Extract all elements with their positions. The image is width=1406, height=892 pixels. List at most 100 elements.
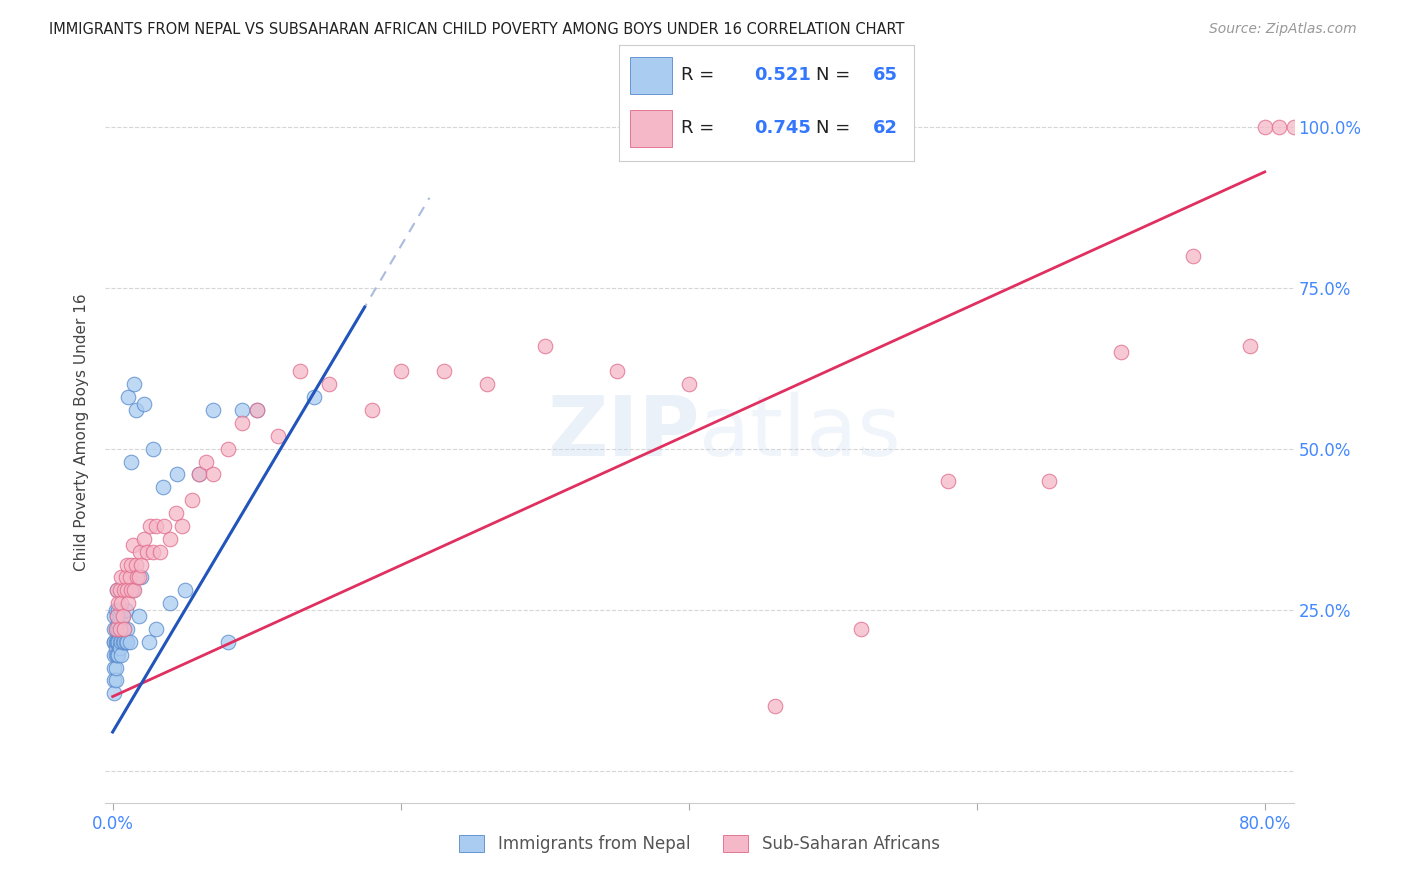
Point	[149, 545, 172, 559]
Point	[107, 602, 129, 616]
Point	[134, 532, 156, 546]
Point	[145, 622, 167, 636]
Point	[108, 641, 131, 656]
Point	[110, 635, 132, 649]
Point	[107, 635, 129, 649]
Point	[606, 364, 628, 378]
Point	[180, 493, 202, 508]
Point	[188, 467, 211, 482]
Point	[122, 583, 145, 598]
Point	[246, 403, 269, 417]
Point	[111, 635, 134, 649]
Point	[120, 558, 142, 572]
Point	[114, 602, 136, 616]
Point	[360, 403, 382, 417]
Point	[318, 377, 340, 392]
Point	[1282, 120, 1305, 134]
Point	[121, 538, 143, 552]
Point	[112, 583, 135, 598]
Point	[103, 609, 125, 624]
Point	[1268, 120, 1291, 134]
Point	[389, 364, 412, 378]
Point	[108, 622, 131, 636]
Point	[104, 622, 127, 636]
Point	[131, 558, 153, 572]
Point	[105, 635, 128, 649]
Text: Source: ZipAtlas.com: Source: ZipAtlas.com	[1209, 22, 1357, 37]
Point	[107, 596, 129, 610]
Point	[104, 622, 127, 636]
Point	[104, 648, 127, 662]
Point	[107, 622, 129, 636]
Point	[936, 474, 959, 488]
Text: R =: R =	[681, 66, 714, 84]
Point	[110, 596, 132, 610]
Point	[231, 416, 253, 430]
FancyBboxPatch shape	[630, 110, 672, 146]
Point	[115, 635, 138, 649]
Point	[202, 403, 225, 417]
Point	[117, 596, 139, 610]
Point	[138, 635, 160, 649]
FancyBboxPatch shape	[630, 57, 672, 95]
Point	[111, 622, 134, 636]
Text: IMMIGRANTS FROM NEPAL VS SUBSAHARAN AFRICAN CHILD POVERTY AMONG BOYS UNDER 16 CO: IMMIGRANTS FROM NEPAL VS SUBSAHARAN AFRI…	[49, 22, 904, 37]
Point	[1038, 474, 1060, 488]
Point	[118, 570, 141, 584]
Point	[246, 403, 269, 417]
Point	[107, 615, 129, 630]
Text: 0.745: 0.745	[755, 120, 811, 137]
Point	[105, 635, 128, 649]
Point	[217, 442, 239, 456]
Y-axis label: Child Poverty Among Boys Under 16: Child Poverty Among Boys Under 16	[75, 293, 90, 572]
Point	[136, 545, 159, 559]
Point	[108, 622, 131, 636]
Point	[105, 583, 128, 598]
Point	[104, 641, 127, 656]
Text: ZIP: ZIP	[547, 392, 700, 473]
Point	[533, 339, 555, 353]
Text: R =: R =	[681, 120, 714, 137]
Point	[433, 364, 456, 378]
Point	[104, 660, 127, 674]
Point	[1239, 339, 1261, 353]
Point	[1254, 120, 1277, 134]
Point	[110, 602, 132, 616]
Point	[142, 442, 165, 456]
Point	[111, 609, 134, 624]
Point	[159, 596, 181, 610]
Text: atlas: atlas	[700, 392, 901, 473]
Point	[103, 673, 125, 688]
Point	[188, 467, 211, 482]
Point	[120, 583, 142, 598]
Point	[103, 660, 125, 674]
Point	[114, 635, 136, 649]
Point	[108, 583, 131, 598]
Point	[104, 673, 127, 688]
Point	[217, 635, 239, 649]
Point	[105, 583, 128, 598]
Point	[134, 397, 156, 411]
Point	[125, 558, 148, 572]
Point	[159, 532, 181, 546]
Point	[267, 429, 290, 443]
Point	[202, 467, 225, 482]
Point	[122, 377, 145, 392]
Point	[114, 570, 136, 584]
Point	[125, 403, 148, 417]
Point	[112, 635, 135, 649]
Point	[105, 622, 128, 636]
Point	[121, 583, 143, 598]
Point	[304, 390, 326, 404]
Text: N =: N =	[817, 66, 851, 84]
Point	[120, 454, 142, 468]
Point	[139, 519, 162, 533]
Point	[170, 519, 193, 533]
Point	[105, 648, 128, 662]
Point	[103, 635, 125, 649]
Point	[153, 519, 176, 533]
Point	[110, 622, 132, 636]
Point	[103, 622, 125, 636]
Point	[110, 648, 132, 662]
Point	[128, 570, 150, 584]
